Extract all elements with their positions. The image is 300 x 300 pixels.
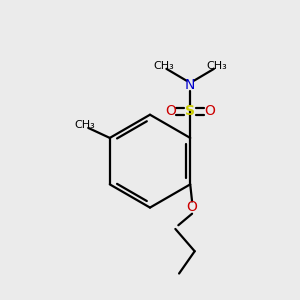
Text: S: S [185, 104, 195, 118]
Text: O: O [166, 104, 176, 118]
Text: N: N [185, 78, 195, 92]
Text: CH₃: CH₃ [153, 61, 174, 71]
Text: CH₃: CH₃ [207, 61, 227, 71]
Text: O: O [187, 200, 197, 214]
Text: CH₃: CH₃ [74, 120, 95, 130]
Text: O: O [204, 104, 215, 118]
